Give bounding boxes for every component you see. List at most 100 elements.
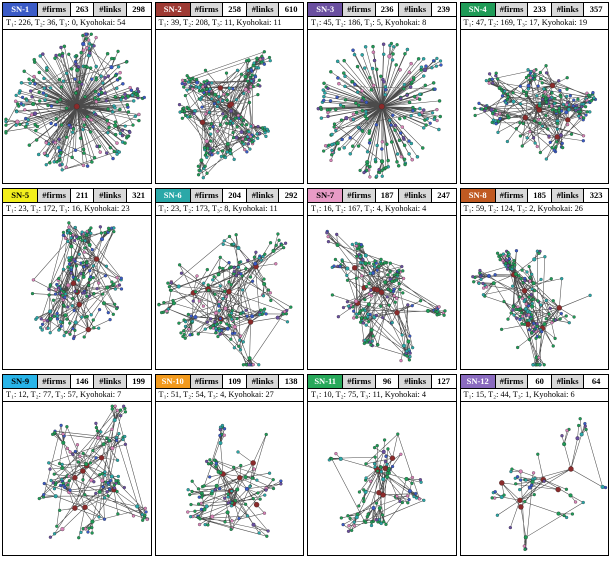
tier-stats: T₁: 47, T₂: 169, T₃: 17, Kyohokai: 19 bbox=[460, 17, 608, 30]
links-label: #links bbox=[94, 375, 127, 388]
firms-label: #firms bbox=[38, 189, 71, 202]
panel-header: SN-8 #firms 185 #links 323 bbox=[460, 189, 608, 203]
network-graph bbox=[3, 30, 151, 183]
sn-badge: SN-4 bbox=[460, 3, 496, 16]
network-graph bbox=[460, 30, 608, 183]
firms-count: 187 bbox=[375, 189, 400, 202]
firms-count: 204 bbox=[223, 189, 247, 202]
sn-panel: SN-12 #firms 60 #links 64 T₁: 15, T₂: 44… bbox=[459, 374, 609, 556]
tier-stats: T₁: 51, T₂: 54, T₃: 4, Kyohokai: 27 bbox=[155, 389, 303, 402]
sn-badge: SN-9 bbox=[3, 375, 39, 388]
firms-label: #firms bbox=[38, 375, 71, 388]
sn-badge: SN-8 bbox=[460, 189, 496, 202]
network-graph bbox=[155, 216, 303, 369]
links-label: #links bbox=[551, 3, 585, 16]
firms-count: 146 bbox=[70, 375, 95, 388]
links-count: 292 bbox=[279, 189, 303, 202]
sn-panel: SN-11 #firms 96 #links 127 T₁: 10, T₂: 7… bbox=[307, 374, 457, 556]
firms-label: #firms bbox=[495, 375, 529, 388]
panel-header: SN-11 #firms 96 #links 127 bbox=[308, 375, 456, 389]
firms-label: #firms bbox=[495, 189, 529, 202]
network-graph bbox=[3, 402, 151, 555]
firms-label: #firms bbox=[190, 189, 224, 202]
sn-badge: SN-2 bbox=[155, 3, 191, 16]
panel-header: SN-9 #firms 146 #links 199 bbox=[3, 375, 151, 389]
panel-header: SN-12 #firms 60 #links 64 bbox=[460, 375, 608, 389]
network-graph bbox=[308, 216, 456, 369]
network-graph bbox=[308, 30, 456, 183]
links-count: 239 bbox=[431, 3, 456, 16]
sn-panel: SN-8 #firms 185 #links 323 T₁: 59, T₂: 1… bbox=[459, 188, 609, 370]
sn-panel: SN-1 #firms 263 #links 298 T₁: 226, T₂: … bbox=[2, 2, 152, 184]
sn-badge: SN-5 bbox=[3, 189, 39, 202]
links-label: #links bbox=[246, 375, 280, 388]
links-count: 321 bbox=[126, 189, 151, 202]
tier-stats: T₁: 15, T₂: 44, T₃: 1, Kyohokai: 6 bbox=[460, 389, 608, 402]
tier-stats: T₁: 226, T₂: 36, T₃: 0, Kyohokai: 54 bbox=[3, 17, 151, 30]
firms-label: #firms bbox=[343, 189, 376, 202]
panel-header: SN-7 #firms 187 #links 247 bbox=[308, 189, 456, 203]
network-graph bbox=[460, 216, 608, 369]
firms-label: #firms bbox=[343, 375, 376, 388]
sn-panel: SN-5 #firms 211 #links 321 T₁: 23, T₂: 1… bbox=[2, 188, 152, 370]
panel-header: SN-4 #firms 233 #links 357 bbox=[460, 3, 608, 17]
panel-header: SN-1 #firms 263 #links 298 bbox=[3, 3, 151, 17]
firms-count: 60 bbox=[528, 375, 552, 388]
tier-stats: T₁: 59, T₂: 124, T₃: 2, Kyohokai: 26 bbox=[460, 203, 608, 216]
tier-stats: T₁: 23, T₂: 173, T₃: 8, Kyohokai: 11 bbox=[155, 203, 303, 216]
firms-label: #firms bbox=[190, 375, 224, 388]
firms-count: 185 bbox=[528, 189, 552, 202]
tier-stats: T₁: 39, T₂: 208, T₃: 11, Kyohokai: 11 bbox=[155, 17, 303, 30]
tier-stats: T₁: 16, T₂: 167, T₃: 4, Kyohokai: 4 bbox=[308, 203, 456, 216]
sn-panel: SN-9 #firms 146 #links 199 T₁: 12, T₂: 7… bbox=[2, 374, 152, 556]
network-graph bbox=[3, 216, 151, 369]
panel-header: SN-6 #firms 204 #links 292 bbox=[155, 189, 303, 203]
links-count: 323 bbox=[584, 189, 608, 202]
network-graph bbox=[460, 402, 608, 555]
links-label: #links bbox=[399, 375, 432, 388]
sn-badge: SN-6 bbox=[155, 189, 191, 202]
firms-label: #firms bbox=[495, 3, 529, 16]
links-label: #links bbox=[551, 189, 585, 202]
links-count: 199 bbox=[126, 375, 151, 388]
links-count: 357 bbox=[584, 3, 608, 16]
firms-label: #firms bbox=[190, 3, 224, 16]
sn-panel: SN-7 #firms 187 #links 247 T₁: 16, T₂: 1… bbox=[307, 188, 457, 370]
panel-header: SN-2 #firms 258 #links 610 bbox=[155, 3, 303, 17]
tier-stats: T₁: 10, T₂: 75, T₃: 11, Kyohokai: 4 bbox=[308, 389, 456, 402]
sn-badge: SN-3 bbox=[308, 3, 344, 16]
network-graph bbox=[155, 30, 303, 183]
firms-count: 96 bbox=[375, 375, 400, 388]
panel-header: SN-5 #firms 211 #links 321 bbox=[3, 189, 151, 203]
sn-badge: SN-11 bbox=[308, 375, 344, 388]
links-count: 127 bbox=[431, 375, 456, 388]
links-label: #links bbox=[94, 189, 127, 202]
panel-header: SN-3 #firms 236 #links 239 bbox=[308, 3, 456, 17]
tier-stats: T₁: 23, T₂: 172, T₃: 16, Kyohokai: 23 bbox=[3, 203, 151, 216]
links-count: 298 bbox=[126, 3, 151, 16]
links-label: #links bbox=[246, 3, 280, 16]
network-graph bbox=[155, 402, 303, 555]
links-label: #links bbox=[399, 3, 432, 16]
links-count: 138 bbox=[279, 375, 303, 388]
tier-stats: T₁: 45, T₂: 186, T₃: 5, Kyohokai: 8 bbox=[308, 17, 456, 30]
sn-panel: SN-2 #firms 258 #links 610 T₁: 39, T₂: 2… bbox=[154, 2, 304, 184]
firms-count: 233 bbox=[528, 3, 552, 16]
firms-count: 211 bbox=[70, 189, 95, 202]
links-label: #links bbox=[551, 375, 585, 388]
firms-count: 236 bbox=[375, 3, 400, 16]
firms-label: #firms bbox=[38, 3, 71, 16]
panel-header: SN-10 #firms 109 #links 138 bbox=[155, 375, 303, 389]
sn-badge: SN-1 bbox=[3, 3, 39, 16]
links-count: 64 bbox=[584, 375, 608, 388]
links-count: 610 bbox=[279, 3, 303, 16]
tier-stats: T₁: 12, T₂: 77, T₃: 57, Kyohokai: 7 bbox=[3, 389, 151, 402]
sn-panel: SN-6 #firms 204 #links 292 T₁: 23, T₂: 1… bbox=[154, 188, 304, 370]
sn-panel: SN-10 #firms 109 #links 138 T₁: 51, T₂: … bbox=[154, 374, 304, 556]
firms-count: 263 bbox=[70, 3, 95, 16]
firms-label: #firms bbox=[343, 3, 376, 16]
links-count: 247 bbox=[431, 189, 456, 202]
sn-badge: SN-12 bbox=[460, 375, 496, 388]
links-label: #links bbox=[399, 189, 432, 202]
firms-count: 109 bbox=[223, 375, 247, 388]
